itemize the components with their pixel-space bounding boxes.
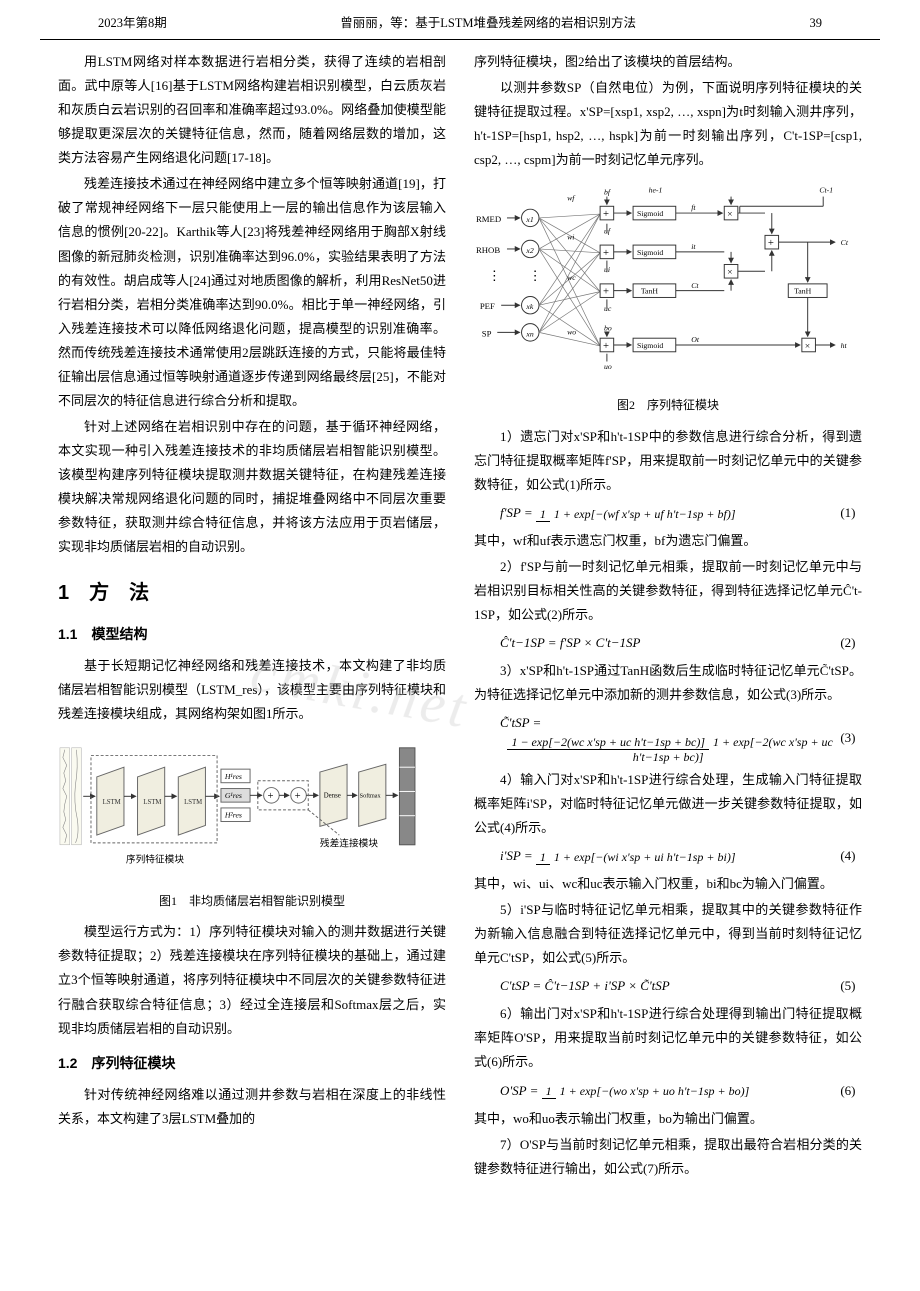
para: 7）O'SP与当前时刻记忆单元相乘，提取出最符合岩相分类的关键参数特征进行输出，… (474, 1133, 862, 1181)
svg-text:wc: wc (567, 273, 576, 282)
svg-text:⋮: ⋮ (488, 268, 502, 283)
figure-1: LSTM LSTM LSTM H¹res G¹res H²res + (58, 736, 446, 884)
para: 6）输出门对x'SP和h't-1SP进行综合处理得到输出门特征提取概率矩阵O'S… (474, 1002, 862, 1074)
right-column: 序列特征模块，图2给出了该模块的首层结构。 以测井参数SP（自然电位）为例，下面… (474, 50, 862, 1183)
svg-text:RHOB: RHOB (476, 245, 500, 255)
subsection-heading-1-1: 1.1 模型结构 (58, 622, 446, 648)
para: 针对传统神经网络难以通过测井参数与岩相在深度上的非线性关系，本文构建了3层LST… (58, 1083, 446, 1131)
svg-text:xn: xn (525, 330, 533, 339)
para: 基于长短期记忆神经网络和残差连接技术，本文构建了非均质储层岩相智能识别模型（LS… (58, 654, 446, 726)
svg-text:TanH: TanH (794, 287, 812, 296)
equation-5: C'tSP = Ĉ't−1SP + i'SP × C̃'tSP(5) (474, 974, 862, 998)
left-column: 用LSTM网络对样本数据进行岩相分类，获得了连续的岩相剖面。武中原等人[16]基… (58, 50, 446, 1183)
page-header: 2023年第8期 曾丽丽，等：基于LSTM堆叠残差网络的岩相识别方法 39 (40, 0, 880, 40)
figure-2: RMED RHOB ⋮ PEF SP x1 x2 ⋮ xk xn (474, 180, 862, 388)
svg-text:Dense: Dense (324, 792, 341, 799)
header-center: 曾丽丽，等：基于LSTM堆叠残差网络的岩相识别方法 (340, 12, 636, 35)
svg-text:x1: x1 (525, 215, 533, 224)
svg-text:LSTM: LSTM (103, 799, 121, 806)
svg-text:H²res: H²res (224, 811, 242, 820)
svg-text:Softmax: Softmax (360, 792, 382, 799)
para: 模型运行方式为：1）序列特征模块对输入的测井数据进行关键参数特征提取；2）残差连… (58, 920, 446, 1040)
svg-text:LSTM: LSTM (143, 799, 161, 806)
svg-text:Ot: Ot (691, 335, 700, 344)
svg-text:uc: uc (604, 304, 612, 313)
svg-text:wi: wi (567, 233, 574, 242)
svg-text:uf: uf (604, 227, 612, 236)
svg-text:Ct: Ct (691, 281, 699, 290)
para: 用LSTM网络对样本数据进行岩相分类，获得了连续的岩相剖面。武中原等人[16]基… (58, 50, 446, 170)
para: 针对上述网络在岩相识别中存在的问题，基于循环神经网络，本文实现一种引入残差连接技… (58, 415, 446, 559)
svg-text:+: + (603, 286, 609, 298)
svg-text:残差连接模块: 残差连接模块 (320, 837, 378, 850)
svg-text:×: × (727, 268, 732, 279)
svg-text:+: + (295, 790, 301, 802)
svg-text:ht: ht (841, 341, 848, 350)
para: 残差连接技术通过在神经网络中建立多个恒等映射通道[19]，打破了常规神经网络下一… (58, 172, 446, 412)
para: 序列特征模块，图2给出了该模块的首层结构。 (474, 50, 862, 74)
svg-text:⋮: ⋮ (528, 268, 542, 283)
svg-text:×: × (805, 341, 810, 352)
svg-text:bo: bo (604, 324, 612, 333)
content-columns: 用LSTM网络对样本数据进行岩相分类，获得了连续的岩相剖面。武中原等人[16]基… (0, 40, 920, 1203)
svg-text:it: it (691, 242, 696, 251)
para: 其中，wf和uf表示遗忘门权重，bf为遗忘门偏置。 (474, 529, 862, 553)
svg-text:+: + (603, 208, 609, 220)
svg-text:PEF: PEF (480, 301, 495, 311)
svg-text:bf: bf (604, 188, 612, 197)
svg-text:xk: xk (525, 302, 533, 311)
svg-text:G¹res: G¹res (225, 791, 242, 800)
para: 4）输入门对x'SP和h't-1SP进行综合处理，生成输入门特征提取概率矩阵i'… (474, 768, 862, 840)
svg-text:wo: wo (567, 328, 576, 337)
svg-text:SP: SP (482, 329, 492, 339)
para: 其中，wi、ui、wc和uc表示输入门权重，bi和bc为输入门偏置。 (474, 872, 862, 896)
equation-2: Ĉ't−1SP = f'SP × C't−1SP(2) (474, 631, 862, 655)
header-left: 2023年第8期 (98, 12, 167, 35)
svg-text:+: + (603, 247, 609, 259)
svg-text:he-1: he-1 (649, 186, 663, 195)
svg-text:+: + (768, 237, 774, 249)
svg-text:Ct-1: Ct-1 (819, 186, 833, 195)
para: 5）i'SP与临时特征记忆单元相乘，提取其中的关键参数特征作为新输入信息融合到特… (474, 898, 862, 970)
header-right: 39 (809, 12, 822, 35)
svg-text:+: + (603, 340, 609, 352)
svg-text:wf: wf (567, 194, 576, 203)
svg-text:uo: uo (604, 363, 612, 372)
equation-1: f'SP = 11 + exp[−(wf x'sp + uf h't−1sp +… (474, 501, 862, 525)
figure-1-svg: LSTM LSTM LSTM H¹res G¹res H²res + (58, 736, 446, 876)
figure-1-caption: 图1 非均质储层岩相智能识别模型 (58, 890, 446, 912)
para: 3）x'SP和h't-1SP通过TanH函数后生成临时特征记忆单元C̃'tSP。… (474, 659, 862, 707)
svg-text:Sigmoid: Sigmoid (637, 341, 663, 350)
figure-2-svg: RMED RHOB ⋮ PEF SP x1 x2 ⋮ xk xn (474, 180, 862, 380)
para: 2）f'SP与前一时刻记忆单元相乘，提取前一时刻记忆单元中与岩相识别目标相关性高… (474, 555, 862, 627)
svg-text:Ct: Ct (841, 238, 849, 247)
svg-text:序列特征模块: 序列特征模块 (126, 852, 184, 865)
svg-text:H¹res: H¹res (224, 772, 242, 781)
figure-2-caption: 图2 序列特征模块 (474, 394, 862, 416)
svg-text:RMED: RMED (476, 214, 501, 224)
svg-text:LSTM: LSTM (184, 799, 202, 806)
equation-6: O'SP = 11 + exp[−(wo x'sp + uo h't−1sp +… (474, 1079, 862, 1103)
svg-text:Sigmoid: Sigmoid (637, 248, 663, 257)
svg-text:×: × (727, 209, 732, 220)
svg-text:ft: ft (691, 204, 696, 213)
para: 1）遗忘门对x'SP和h't-1SP中的参数信息进行综合分析，得到遗忘门特征提取… (474, 425, 862, 497)
svg-text:+: + (268, 790, 274, 802)
equation-4: i'SP = 11 + exp[−(wi x'sp + ui h't−1sp +… (474, 844, 862, 868)
equation-3: C̃'tSP = 1 − exp[−2(wc x'sp + uc h't−1sp… (474, 711, 862, 764)
para: 以测井参数SP（自然电位）为例，下面说明序列特征模块的关键特征提取过程。x'SP… (474, 76, 862, 172)
section-heading-1: 1 方 法 (58, 575, 446, 612)
svg-text:TanH: TanH (641, 287, 659, 296)
svg-text:x2: x2 (525, 246, 533, 255)
subsection-heading-1-2: 1.2 序列特征模块 (58, 1051, 446, 1077)
svg-text:Sigmoid: Sigmoid (637, 209, 663, 218)
para: 其中，wo和uo表示输出门权重，bo为输出门偏置。 (474, 1107, 862, 1131)
